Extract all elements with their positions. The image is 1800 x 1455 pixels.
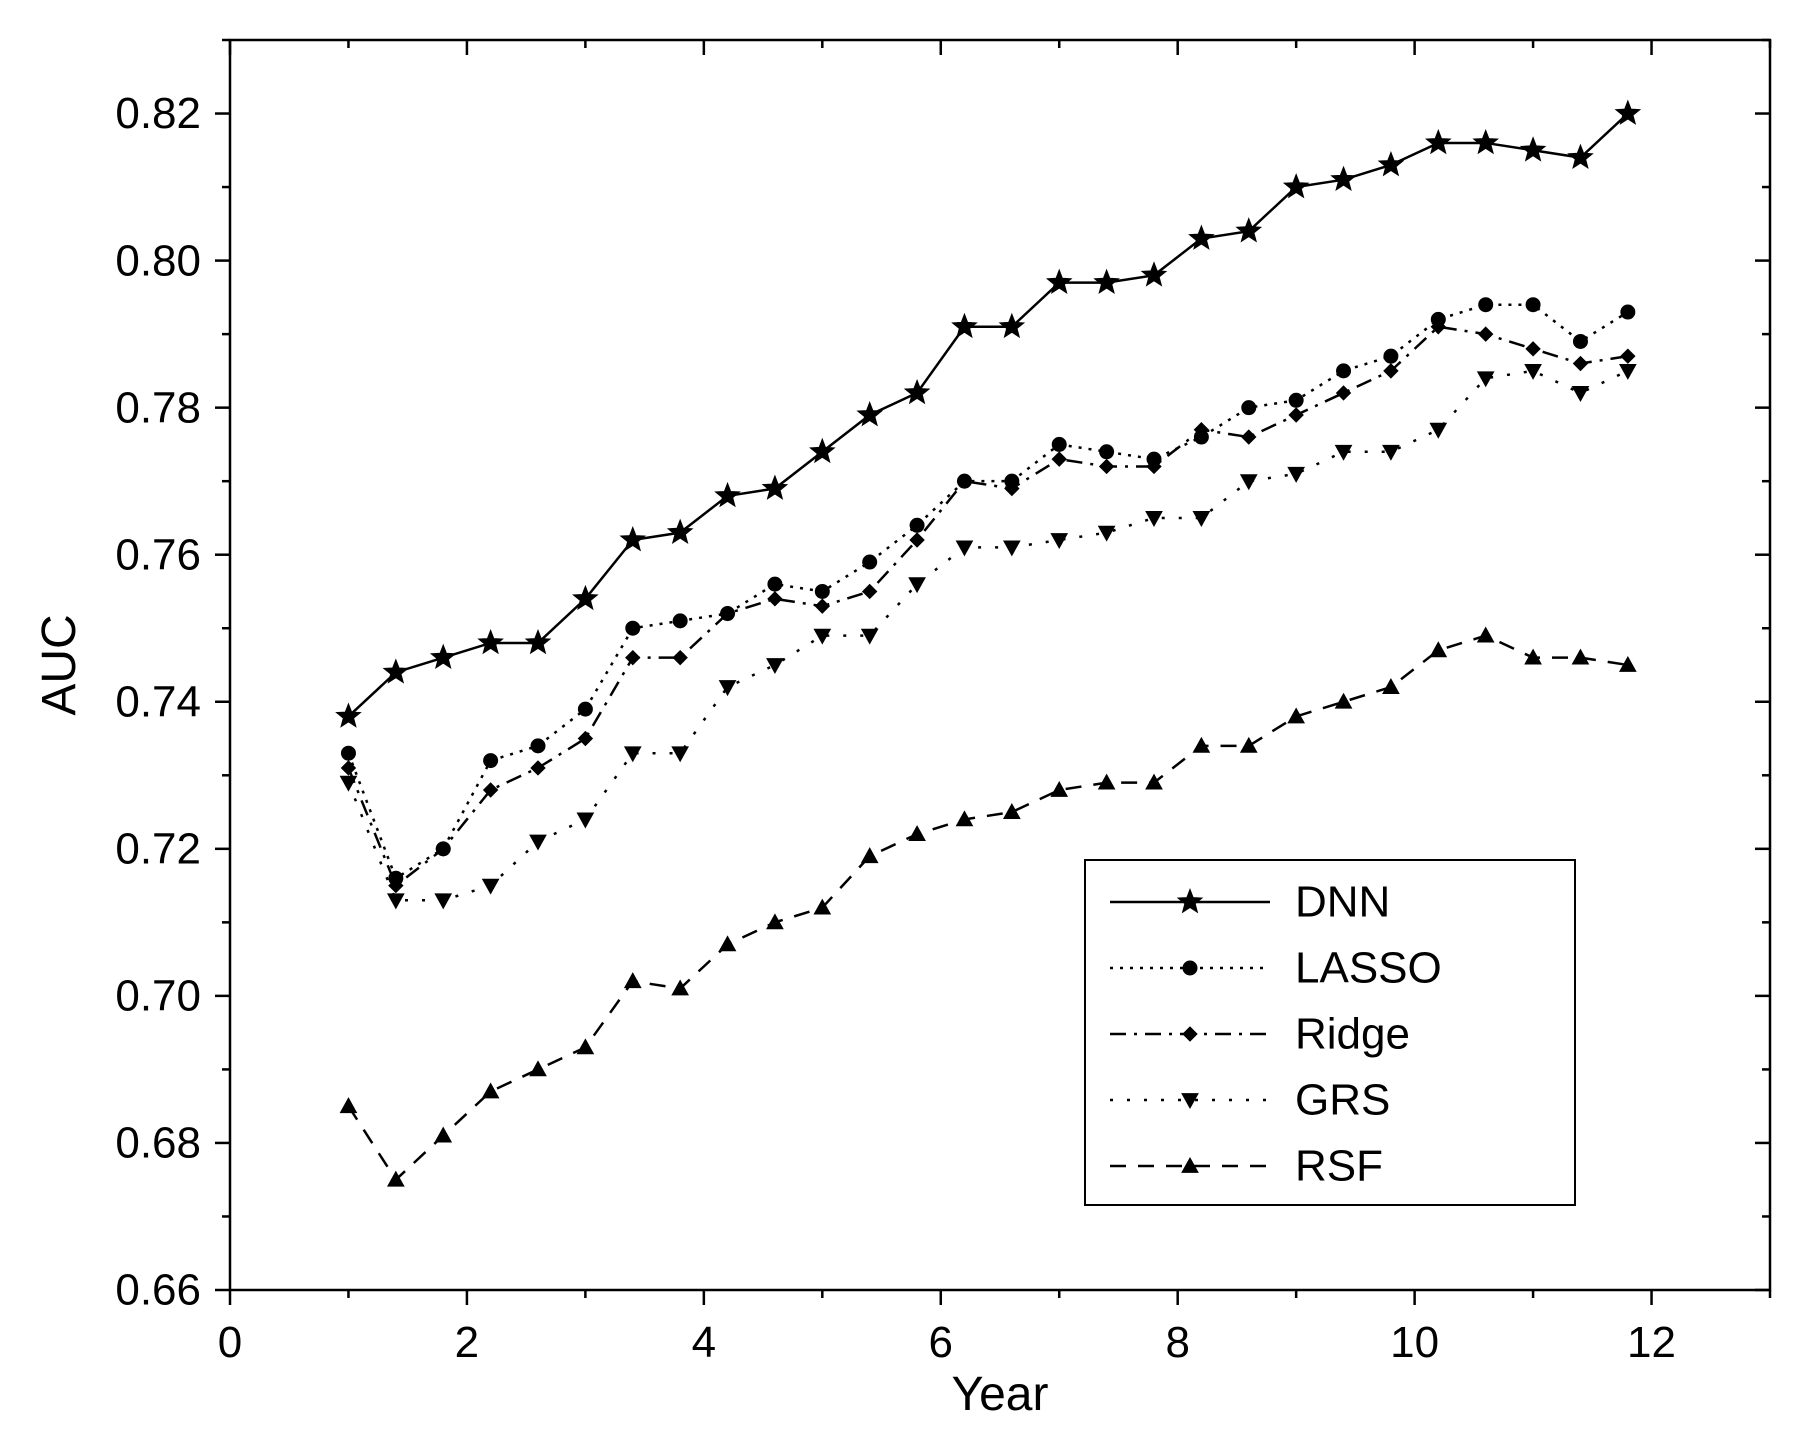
svg-text:0.66: 0.66 [115, 1266, 201, 1315]
svg-text:12: 12 [1627, 1318, 1676, 1367]
svg-text:0.76: 0.76 [115, 530, 201, 579]
svg-text:GRS: GRS [1295, 1076, 1390, 1125]
svg-text:AUC: AUC [33, 614, 86, 715]
svg-text:0.80: 0.80 [115, 236, 201, 285]
svg-text:RSF: RSF [1295, 1142, 1383, 1191]
svg-text:4: 4 [692, 1318, 716, 1367]
svg-text:0.74: 0.74 [115, 677, 201, 726]
svg-text:6: 6 [929, 1318, 953, 1367]
svg-text:DNN: DNN [1295, 878, 1390, 927]
svg-text:0.82: 0.82 [115, 89, 201, 138]
svg-text:LASSO: LASSO [1295, 944, 1442, 993]
line-chart: 0 2 4 6 8 10 12 0.66 0.68 0.70 0.72 0.74 0.76 0.78 0.8… [0, 0, 1800, 1455]
svg-text:0.70: 0.70 [115, 972, 201, 1021]
svg-text:0.78: 0.78 [115, 383, 201, 432]
chart-container: 0 2 4 6 8 10 12 0.66 0.68 0.70 0.72 0.74 0.76 0.78 0.8… [0, 0, 1800, 1455]
svg-text:0: 0 [218, 1318, 242, 1367]
svg-text:Ridge: Ridge [1295, 1010, 1410, 1059]
svg-text:8: 8 [1165, 1318, 1189, 1367]
svg-text:0.72: 0.72 [115, 824, 201, 873]
svg-text:0.68: 0.68 [115, 1119, 201, 1168]
svg-text:2: 2 [455, 1318, 479, 1367]
svg-text:10: 10 [1390, 1318, 1439, 1367]
svg-text:Year: Year [952, 1368, 1049, 1421]
